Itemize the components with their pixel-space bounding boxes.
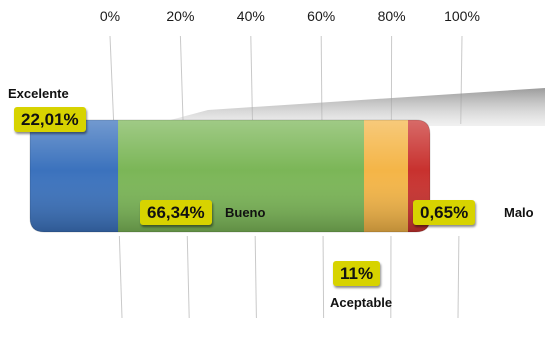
value-label-excelente: 22,01% — [14, 107, 86, 132]
gridline-lower — [118, 235, 123, 319]
gridline-upper — [179, 35, 184, 125]
floor-shadow — [148, 88, 545, 126]
x-tick-label: 20% — [166, 8, 195, 24]
category-label-excelente: Excelente — [8, 86, 69, 101]
category-label-bueno: Bueno — [225, 205, 266, 220]
gridline-upper — [109, 35, 115, 125]
value-label-malo: 0,65% — [413, 200, 476, 225]
x-tick-label: 100% — [444, 8, 480, 24]
x-tick-label: 80% — [377, 8, 406, 24]
x-tick-label: 60% — [307, 8, 336, 24]
bar-shading — [30, 120, 430, 232]
gridline-lower — [322, 235, 325, 319]
gridline-lower — [186, 235, 190, 319]
x-tick-label: 40% — [236, 8, 265, 24]
gridline-lower — [457, 235, 460, 319]
value-label-bueno: 66,34% — [140, 200, 212, 225]
x-tick-label: 0% — [99, 8, 121, 24]
value-label-aceptable: 11% — [333, 261, 381, 286]
gridline-lower — [254, 235, 257, 319]
category-label-malo: Malo — [504, 205, 534, 220]
category-label-aceptable: Aceptable — [330, 295, 393, 310]
